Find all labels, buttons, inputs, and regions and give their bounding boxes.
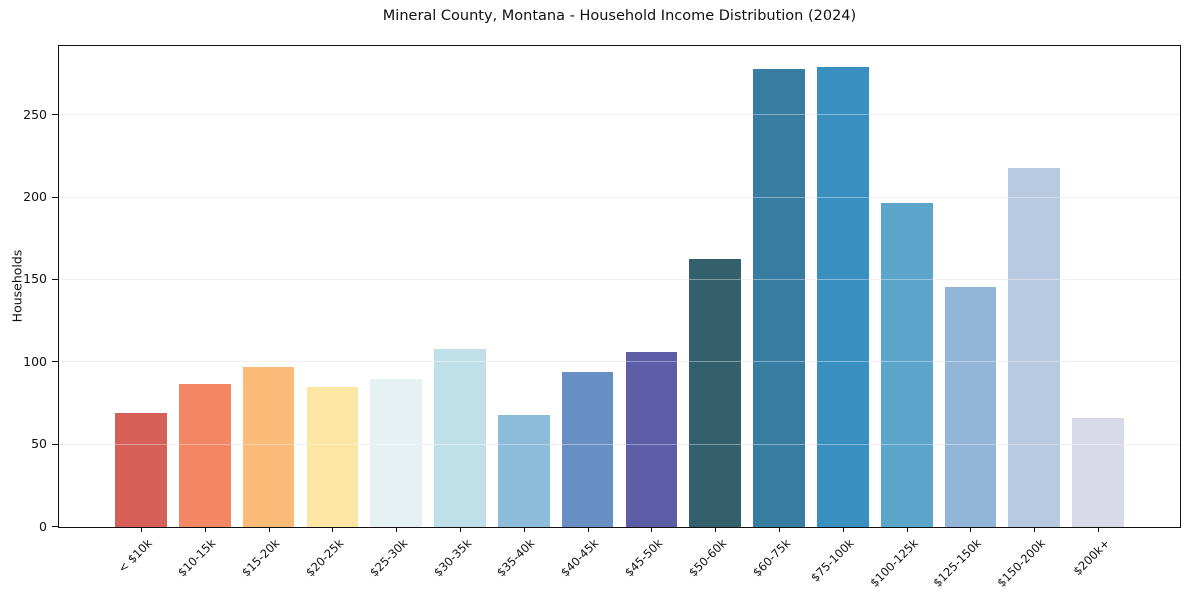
gridline-overlay xyxy=(59,114,1180,116)
bar-slot: < $10k xyxy=(109,46,173,576)
x-tick-label: $125-150k xyxy=(930,536,985,590)
bar-slot: $20-25k xyxy=(300,46,364,579)
bar-slot: $10-15k xyxy=(173,46,237,579)
bar-slot: $50-60k xyxy=(683,46,747,579)
plot-area: < $10k $10-15k $15-20k $20-25k $25-30k $30-35… xyxy=(23,45,1181,590)
bar xyxy=(753,69,805,527)
x-tick-label: $150-200k xyxy=(994,536,1049,590)
y-tick-mark xyxy=(52,443,58,445)
x-tick-label: $40-45k xyxy=(558,536,602,580)
bar xyxy=(497,415,550,527)
x-tick-mark xyxy=(779,527,781,532)
bar xyxy=(370,378,422,527)
x-tick-mark xyxy=(587,527,589,532)
y-tick-label: 200 xyxy=(23,189,47,205)
x-tick-mark xyxy=(459,527,461,532)
chart-title: Mineral County, Montana - Household Inco… xyxy=(382,8,857,24)
bar-slot: $60-75k xyxy=(747,46,811,579)
bar xyxy=(1072,418,1124,527)
bar-slot: $125-150k xyxy=(931,46,1003,590)
x-tick-label: < $10k xyxy=(115,536,155,576)
bar-slot: $30-35k xyxy=(428,46,492,579)
bar xyxy=(115,413,167,527)
bar xyxy=(178,383,231,527)
gridline-overlay xyxy=(59,196,1180,198)
bar xyxy=(434,349,486,527)
x-tick-label: $75-100k xyxy=(808,536,857,585)
x-tick-mark xyxy=(268,527,270,532)
x-tick-label: $35-40k xyxy=(494,536,538,580)
bar-slot: $45-50k xyxy=(620,46,684,579)
bar-slot: $100-125k xyxy=(867,46,939,590)
bar xyxy=(561,372,614,527)
y-tick-label: 50 xyxy=(31,436,47,452)
x-tick-mark xyxy=(523,527,525,532)
gridline-overlay xyxy=(59,278,1180,280)
x-tick-mark xyxy=(842,527,844,532)
bar xyxy=(242,367,295,527)
x-tick-mark xyxy=(1098,527,1100,532)
x-tick-mark xyxy=(651,527,653,532)
x-tick-label: $25-30k xyxy=(366,536,411,580)
bar xyxy=(817,67,869,527)
y-tick-mark xyxy=(52,196,58,198)
x-tick-mark xyxy=(332,527,334,532)
x-tick-label: $15-20k xyxy=(239,536,283,580)
x-tick-mark xyxy=(715,527,717,532)
y-tick-mark xyxy=(52,278,58,280)
bar-slot: $75-100k xyxy=(808,46,875,585)
gridline xyxy=(59,278,1180,280)
y-tick-label: 100 xyxy=(23,353,47,369)
x-tick-label: $200k+ xyxy=(1069,536,1112,579)
bars-layer: < $10k $10-15k $15-20k $20-25k $25-30k $30-35… xyxy=(59,46,1180,590)
y-tick-label: 250 xyxy=(23,106,47,122)
bar xyxy=(306,386,359,527)
gridline-overlay xyxy=(59,361,1180,363)
x-tick-label: $45-50k xyxy=(621,536,666,580)
bar xyxy=(944,286,997,527)
bar xyxy=(689,258,742,527)
x-tick-mark xyxy=(396,527,398,532)
bar xyxy=(1008,167,1061,527)
bar-slot: $40-45k xyxy=(556,46,620,579)
y-tick-label: 0 xyxy=(39,518,47,534)
y-tick-mark xyxy=(52,361,58,363)
gridline xyxy=(59,114,1180,116)
x-tick-label: $10-15k xyxy=(175,536,219,580)
y-tick-mark xyxy=(52,114,58,116)
gridline-overlay xyxy=(59,443,1180,445)
bar-slot: $15-20k xyxy=(237,46,301,579)
gridline xyxy=(59,361,1180,363)
x-tick-mark xyxy=(140,527,142,532)
bar-slot: $25-30k xyxy=(364,46,428,579)
bar-slot: $200k+ xyxy=(1066,46,1130,578)
x-tick-label: $20-25k xyxy=(302,536,347,580)
x-tick-mark xyxy=(906,527,908,532)
x-tick-mark xyxy=(1034,527,1036,532)
x-tick-mark xyxy=(204,527,206,532)
y-tick-label: 150 xyxy=(23,271,47,287)
bar xyxy=(880,202,933,527)
x-tick-label: $50-60k xyxy=(685,536,730,580)
x-tick-label: $30-35k xyxy=(430,536,474,580)
bar xyxy=(625,352,678,527)
y-tick-mark xyxy=(52,526,58,527)
x-tick-mark xyxy=(970,527,972,532)
gridline xyxy=(59,443,1180,445)
bar-slot: $150-200k xyxy=(994,46,1066,590)
x-tick-label: $60-75k xyxy=(749,536,793,580)
x-tick-label: $100-125k xyxy=(866,536,921,590)
gridline xyxy=(59,196,1180,198)
bar-slot: $35-40k xyxy=(492,46,556,579)
y-axis-ticks: 0 50 100 150 200 250 xyxy=(23,46,1180,533)
